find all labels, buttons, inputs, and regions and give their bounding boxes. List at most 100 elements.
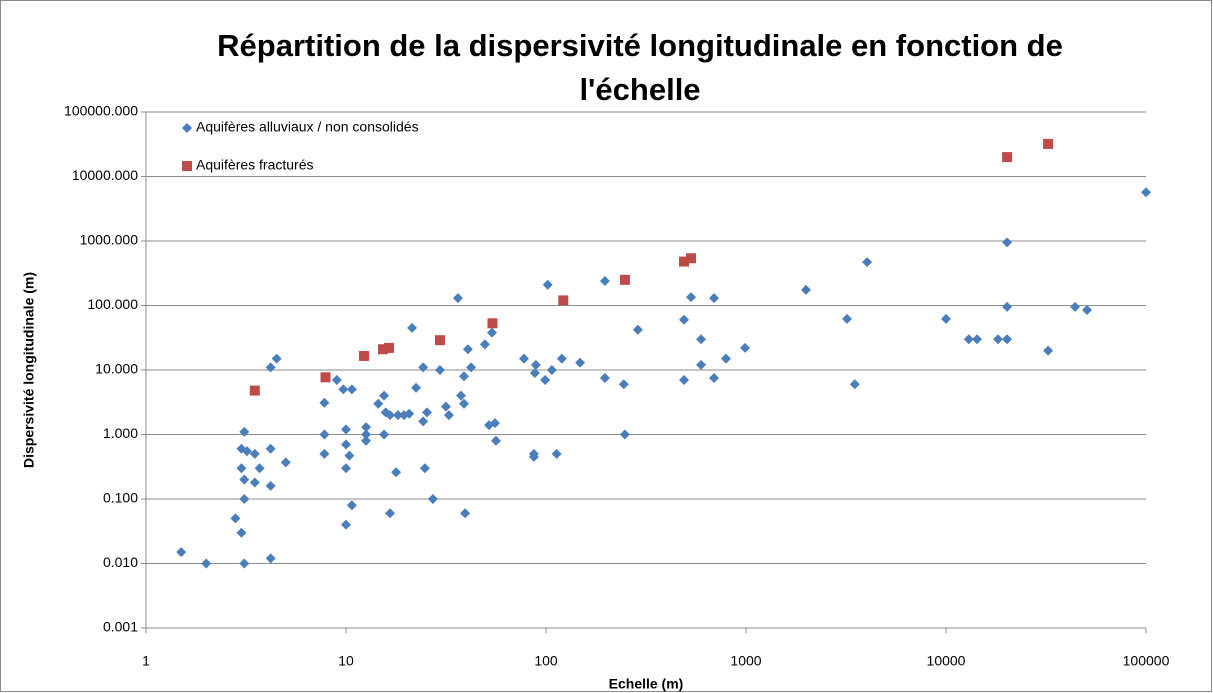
marker: [176, 547, 187, 558]
marker: [452, 293, 463, 304]
marker: [1043, 138, 1054, 149]
marker: [377, 344, 388, 355]
marker: [404, 408, 415, 419]
x-tick-label: 100000: [1123, 653, 1170, 669]
marker: [466, 362, 477, 373]
marker: [421, 407, 432, 418]
marker: [546, 365, 557, 375]
marker: [341, 439, 351, 450]
marker: [479, 339, 490, 350]
marker: [556, 353, 567, 364]
marker: [440, 401, 451, 412]
marker: [346, 384, 357, 395]
y-tick-label: 1.000: [103, 425, 138, 441]
marker: [679, 256, 690, 267]
marker: [341, 519, 351, 530]
marker: [239, 474, 250, 485]
legend-label: Aquifères alluviaux / non consolidés: [196, 119, 419, 135]
marker: [456, 390, 467, 401]
marker: [319, 448, 330, 459]
marker: [265, 553, 276, 564]
marker: [1002, 152, 1013, 163]
marker: [341, 424, 351, 435]
marker: [319, 429, 330, 440]
marker: [1043, 345, 1054, 356]
marker: [619, 274, 630, 285]
marker: [619, 429, 630, 440]
chart-title: Répartition de la dispersivité longitudi…: [217, 28, 1063, 107]
marker: [427, 494, 438, 504]
legend-marker: [182, 123, 192, 133]
marker: [385, 410, 396, 421]
marker: [679, 374, 690, 385]
legend-label: Aquifères fracturés: [196, 157, 314, 173]
marker: [254, 463, 265, 474]
x-tick-label: 1: [142, 653, 150, 669]
marker: [201, 558, 212, 569]
marker: [1070, 301, 1081, 312]
marker: [418, 362, 429, 373]
marker: [800, 284, 811, 295]
marker: [434, 365, 445, 375]
marker: [540, 374, 551, 385]
marker: [963, 334, 974, 345]
marker: [709, 373, 720, 384]
marker: [862, 257, 873, 268]
y-tick-label: 1000.000: [80, 232, 139, 248]
x-tick-label: 100: [534, 653, 558, 669]
marker: [379, 429, 390, 440]
marker: [249, 385, 260, 396]
marker: [280, 457, 291, 468]
marker: [236, 463, 247, 474]
marker: [418, 416, 429, 427]
marker: [686, 253, 697, 264]
marker: [265, 443, 276, 454]
marker: [346, 500, 357, 511]
x-axis-label: Echelle (m): [609, 676, 684, 692]
marker: [528, 451, 539, 462]
marker: [1002, 301, 1013, 312]
marker: [393, 410, 404, 421]
x-tick-label: 10000: [927, 653, 966, 669]
marker: [632, 324, 643, 335]
marker: [490, 435, 501, 446]
marker: [972, 334, 983, 345]
marker: [265, 480, 276, 491]
marker: [599, 275, 610, 286]
marker: [542, 279, 553, 290]
marker: [696, 334, 707, 345]
marker: [242, 446, 253, 457]
marker: [1141, 187, 1151, 198]
marker: [518, 353, 529, 364]
x-tick-label: 10: [338, 653, 354, 669]
marker: [341, 463, 351, 474]
marker: [338, 384, 349, 395]
marker: [558, 295, 569, 306]
marker: [993, 334, 1004, 345]
marker: [373, 398, 384, 409]
marker: [361, 422, 372, 433]
marker: [458, 371, 469, 382]
y-axis-label: Dispersivité longitudinale (m): [21, 272, 37, 468]
marker: [379, 390, 390, 401]
marker: [383, 342, 394, 353]
marker: [443, 410, 454, 421]
marker: [941, 313, 951, 324]
marker: [740, 342, 751, 353]
marker: [460, 508, 471, 519]
marker: [265, 362, 276, 373]
marker: [1002, 334, 1013, 345]
marker: [407, 322, 418, 333]
x-tick-label: 1000: [730, 653, 761, 669]
marker: [239, 494, 250, 504]
marker: [344, 450, 355, 461]
marker: [331, 374, 342, 385]
marker: [358, 350, 369, 361]
marker: [458, 398, 469, 409]
marker: [239, 426, 250, 437]
marker: [271, 353, 282, 364]
marker: [575, 357, 586, 368]
marker: [320, 372, 331, 383]
